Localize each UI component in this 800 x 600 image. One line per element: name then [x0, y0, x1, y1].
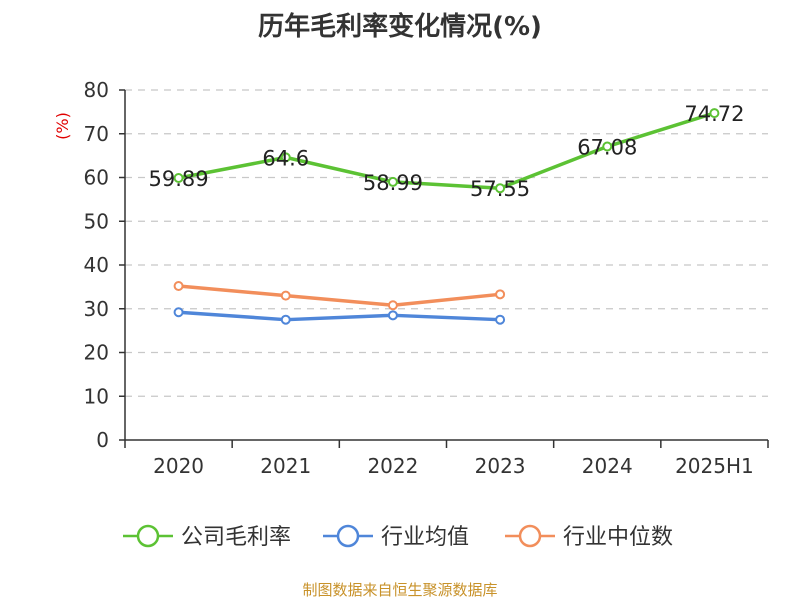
data-point [173, 281, 184, 291]
data-point [387, 176, 398, 187]
y-tick-label: 60 [84, 166, 109, 190]
data-point [387, 310, 398, 321]
legend-item-1[interactable]: 行业均值 [323, 524, 469, 550]
series-1 [173, 307, 506, 325]
axes: 0 10 20 30 40 50 60 70 80 2020 2021 2022 2023 2024 202… [84, 78, 769, 478]
legend-marker [518, 524, 542, 548]
y-tick-label: 30 [84, 297, 109, 321]
y-tick-label: 40 [84, 253, 109, 277]
data-point [387, 300, 398, 311]
grid-lines [125, 89, 768, 397]
y-tick-label: 50 [84, 209, 109, 233]
data-point [173, 307, 184, 318]
series-line [178, 310, 501, 322]
legend-label: 公司毛利率 [181, 525, 291, 550]
data-point [495, 183, 506, 194]
data-label: 67.08 [577, 136, 637, 160]
data-point [280, 290, 291, 301]
legend-label: 行业中位数 [563, 525, 673, 550]
legend-label: 行业均值 [381, 525, 469, 550]
series-line [178, 111, 715, 190]
x-tick-label: 2023 [475, 454, 526, 478]
legend-item-2[interactable]: 行业中位数 [505, 524, 673, 550]
data-label: 64.6 [262, 146, 309, 170]
legend-item-0[interactable]: 公司毛利率 [123, 524, 291, 550]
legend-marker [136, 524, 160, 548]
data-point [173, 172, 184, 183]
data-point [709, 108, 720, 119]
data-point [280, 314, 291, 325]
data-label: 59.89 [149, 167, 209, 191]
series-line [178, 284, 501, 307]
y-tick-label: 80 [84, 78, 109, 102]
y-tick-label: 70 [84, 122, 109, 146]
series-0 [173, 108, 720, 194]
data-point [602, 141, 613, 152]
x-tick-label: 2024 [582, 454, 633, 478]
y-axis-unit-label: (%) [53, 112, 72, 140]
x-tick-label: 2021 [260, 454, 311, 478]
x-tick-label: 2025H1 [675, 454, 754, 478]
data-point [280, 152, 291, 163]
legend-marker [336, 524, 360, 548]
data-point [495, 289, 506, 300]
y-tick-label: 10 [84, 384, 109, 408]
data-labels: 59.89 64.6 58.99 57.55 67.08 74.72 [149, 102, 745, 201]
y-tick-label: 0 [96, 428, 109, 452]
series-2 [173, 281, 506, 311]
data-label: 57.55 [470, 177, 530, 201]
series-lines [173, 108, 720, 325]
legend[interactable]: 公司毛利率 行业均值 行业中位数 [123, 524, 673, 550]
x-tick-label: 2020 [153, 454, 204, 478]
data-point [495, 314, 506, 325]
chart-title: 历年毛利率变化情况(%) [258, 11, 542, 42]
data-label: 74.72 [684, 102, 744, 126]
x-tick-label: 2022 [367, 454, 418, 478]
data-label: 58.99 [363, 171, 423, 195]
y-tick-label: 20 [84, 341, 109, 365]
source-note: 制图数据来自恒生聚源数据库 [302, 581, 497, 599]
